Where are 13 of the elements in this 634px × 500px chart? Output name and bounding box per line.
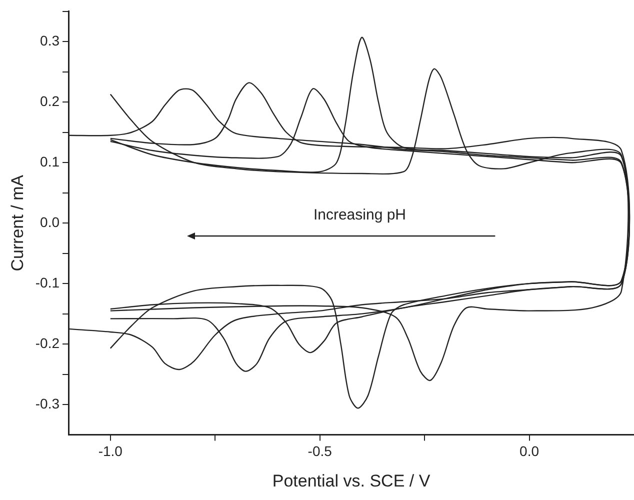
y-tick-label: 0.2: [40, 92, 60, 109]
y-axis-title: Current / mA: [8, 174, 27, 272]
y-tick-label: 0.3: [40, 32, 60, 48]
x-tick-label: -1.0: [98, 443, 123, 460]
x-axis-title: Potential vs. SCE / V: [272, 471, 431, 490]
y-tick-label: -0.2: [35, 334, 60, 351]
y-tick-label: -0.1: [35, 274, 60, 290]
x-tick-label: -0.5: [308, 443, 332, 460]
y-tick-label: 0.0: [40, 214, 60, 230]
y-tick-label: 0.1: [40, 153, 60, 170]
y-tick-label: -0.3: [35, 395, 60, 412]
x-tick-label: 0.0: [520, 443, 540, 460]
annotation: Increasing pH: [313, 206, 406, 224]
